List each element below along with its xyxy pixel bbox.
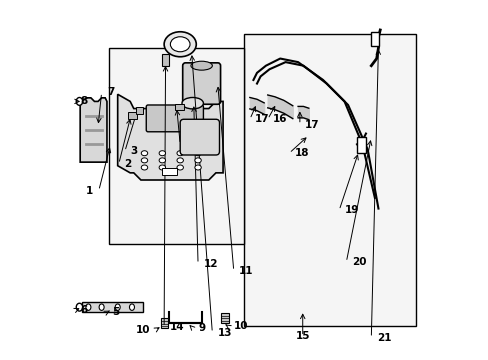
Text: 19: 19 [344,205,358,215]
Polygon shape [118,94,223,180]
Bar [162,168,176,175]
Ellipse shape [177,165,183,170]
Ellipse shape [129,304,134,310]
Text: 1: 1 [86,186,93,196]
Ellipse shape [159,158,165,163]
Polygon shape [80,98,107,162]
Ellipse shape [177,158,183,163]
Text: 18: 18 [294,148,308,158]
Bar [128,112,137,119]
Bar [135,108,142,114]
Ellipse shape [141,151,147,156]
Bar [160,318,168,328]
Text: 5: 5 [112,307,120,317]
Ellipse shape [194,158,201,163]
Bar [108,48,244,244]
Bar [162,54,168,66]
Ellipse shape [99,304,104,310]
Bar [82,302,142,312]
Bar [175,104,183,111]
Ellipse shape [141,158,147,163]
Text: 6: 6 [80,305,87,315]
Bar [244,33,415,327]
Text: 10: 10 [135,325,149,335]
Text: 17: 17 [305,120,319,130]
Ellipse shape [115,304,120,310]
Text: 15: 15 [295,332,309,342]
Text: 2: 2 [124,159,131,169]
Text: 12: 12 [203,259,218,269]
Ellipse shape [182,98,203,109]
Text: 16: 16 [272,114,287,124]
Ellipse shape [159,165,165,170]
Text: 13: 13 [217,328,232,338]
Text: 11: 11 [239,266,253,276]
Bar [356,137,365,153]
Text: 17: 17 [255,114,269,124]
Bar [221,313,229,323]
FancyBboxPatch shape [180,119,219,155]
Ellipse shape [76,303,82,311]
Ellipse shape [86,304,91,310]
FancyBboxPatch shape [183,63,220,104]
Text: 4: 4 [185,139,193,149]
Ellipse shape [141,165,147,170]
Text: 14: 14 [169,322,183,332]
Ellipse shape [164,32,196,57]
Text: 20: 20 [351,257,366,267]
Ellipse shape [159,151,165,156]
Ellipse shape [190,61,212,70]
FancyBboxPatch shape [146,105,203,132]
Ellipse shape [194,165,201,170]
Text: 8: 8 [80,96,87,107]
Text: 21: 21 [376,333,390,343]
Ellipse shape [76,98,82,105]
Text: 9: 9 [198,323,205,333]
Text: 3: 3 [130,147,137,157]
Text: 7: 7 [107,87,114,98]
Text: 10: 10 [233,321,248,332]
Bar [370,32,378,46]
Ellipse shape [177,151,183,156]
Ellipse shape [170,37,190,52]
Ellipse shape [194,151,201,156]
